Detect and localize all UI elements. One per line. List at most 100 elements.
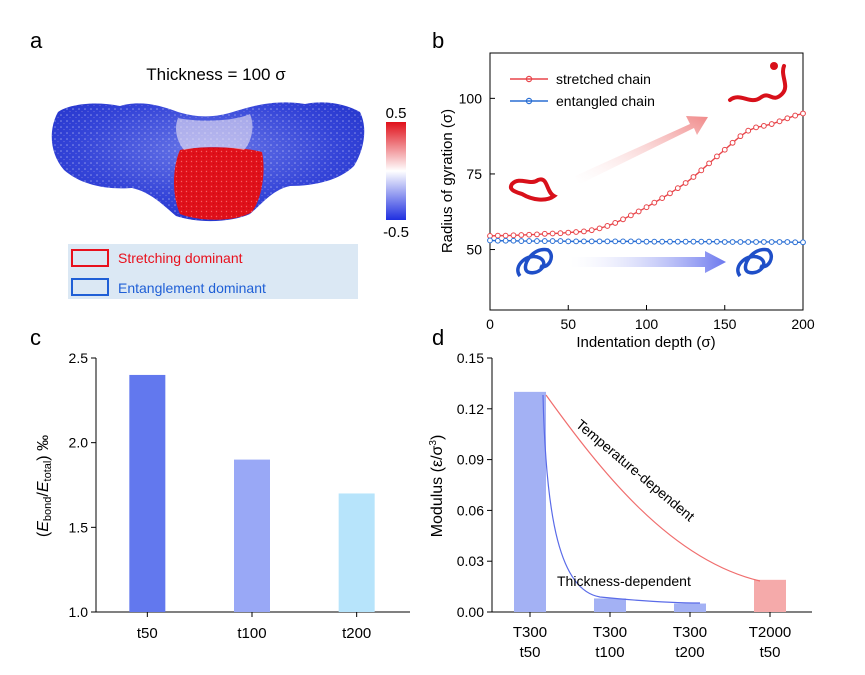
data-point-stretched [745,127,752,134]
legend-label-entangled: entangled chain [556,93,655,109]
data-point-entangled [792,239,799,246]
legend-label-entanglement: Entanglement dominant [118,280,266,296]
data-point-entangled [651,238,658,245]
bar-t50 [129,374,166,612]
data-point-stretched [753,124,759,131]
legend-marker-entangled [525,97,533,105]
bar-t100 [234,459,270,612]
data-point-entangled [682,238,689,245]
data-point-entangled [643,238,650,245]
data-point-entangled [612,238,619,245]
stretch-trend-arrow [575,116,708,184]
data-point-entangled [784,239,791,245]
thickness-annotation: Thickness-dependent [557,573,691,589]
data-point-stretched [581,228,587,235]
data-point-entangled [604,238,611,245]
legend-label-stretching: Stretching dominant [118,250,243,266]
panel-b: 0 50 100 150 200 50 75 100 stretched chain enta… [439,52,815,351]
bar-t200 [338,493,375,612]
bar-T2000-t50 [754,579,786,612]
bar-T300-t200 [674,603,706,612]
bar-T300-t100 [594,598,626,612]
slab-title: Thickness = 100 σ [146,65,286,84]
data-point-stretched [494,232,501,239]
bar-T300-t50 [514,391,546,612]
y-tick-label-d: 0.06 [457,502,484,518]
y-tick-label-c: 1.0 [69,604,89,620]
data-point-stretched [526,231,533,238]
y-tick-label-b: 50 [466,242,482,258]
data-point-stretched [573,229,579,235]
data-point-stretched [776,118,783,125]
x-tick-label-d-line1: T300 [593,624,627,641]
y-axis-title-c: (Ebond/Etotal) ‰ [35,435,54,537]
data-point-stretched [674,185,681,192]
legend-box [68,244,358,299]
x-tick-label-d-line2: t200 [675,644,704,661]
x-tick-label-b: 200 [791,316,815,332]
stretched-chain-glyph-start [509,177,558,202]
data-point-stretched [510,232,517,239]
data-point-stretched [643,204,650,211]
data-point-entangled [753,239,759,245]
data-point-stretched [541,230,548,237]
data-point-entangled [620,238,626,245]
data-point-entangled [588,238,595,245]
data-point-entangled [667,238,673,245]
data-point-entangled [760,239,767,245]
data-point-stretched [604,223,611,229]
data-point-entangled [768,239,775,245]
y-tick-label-b: 100 [459,90,483,106]
thickness-curve [542,394,701,604]
data-point-stretched [518,232,525,238]
y-tick-label-d: 0.03 [457,553,484,569]
data-point-stretched [667,190,673,197]
data-point-entangled [800,239,806,246]
panel-label-b: b [432,28,445,53]
x-tick-label-d-line2: t50 [760,644,781,661]
data-point-entangled [745,239,752,245]
data-point-entangled [714,238,720,245]
data-point-entangled [690,238,697,245]
data-point-entangled [729,239,736,245]
data-point-entangled [706,238,712,245]
legend-marker-stretched [525,75,533,83]
colorbar-min-label: -0.5 [383,224,409,241]
data-point-entangled [534,238,540,244]
data-point-stretched [588,227,595,234]
data-point-stretched [635,208,642,215]
data-point-entangled [635,238,642,245]
data-point-entangled [487,237,493,244]
y-tick-label-c: 2.0 [69,435,89,451]
data-point-stretched [706,160,712,167]
data-point-entangled [596,238,603,245]
y-axis-title-d: Modulus (ε/σ3) [428,435,446,538]
data-point-stretched [612,220,619,226]
data-point-stretched [627,212,634,219]
series-line-stretched [489,112,804,237]
data-point-entangled [510,237,517,244]
data-point-stretched [800,110,806,117]
y-tick-label-c: 1.5 [69,519,89,535]
data-point-stretched [682,180,689,186]
data-point-stretched [651,199,658,206]
data-point-stretched [721,146,728,153]
panel-label-a: a [30,28,43,53]
panel-label-c: c [30,325,41,350]
legend-swatch-stretching [71,249,109,267]
data-point-stretched [698,167,705,174]
data-point-entangled [674,238,681,245]
data-point-entangled [518,238,525,244]
temperature-annotation: Temperature-dependent [573,416,698,524]
data-point-stretched [534,231,540,238]
data-point-entangled [573,238,579,245]
data-point-entangled [549,238,556,244]
entangled-chain-glyph-start [516,247,553,278]
data-point-stretched [596,225,603,232]
data-point-entangled [526,238,533,244]
data-point-stretched [549,230,556,237]
data-point-entangled [698,238,705,245]
y-axis-title-b: Radius of gyration (σ) [439,109,456,253]
indent-zone [176,114,253,150]
x-tick-label-b: 150 [713,316,737,332]
